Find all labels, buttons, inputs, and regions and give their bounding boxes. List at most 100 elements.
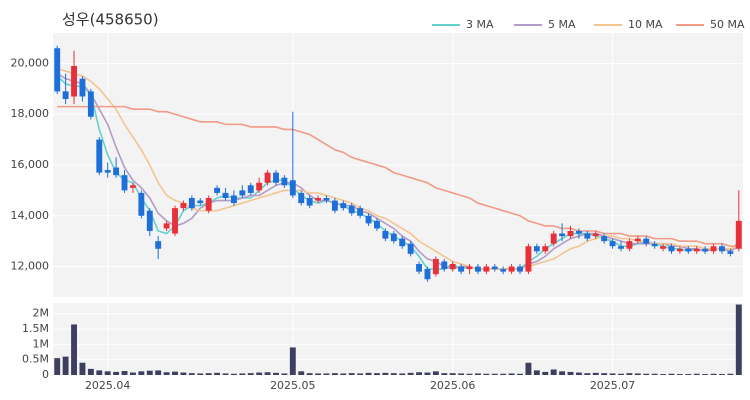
candle-body (449, 264, 456, 270)
candle-body (281, 177, 288, 186)
candle-body (702, 248, 709, 252)
candle-body (138, 192, 145, 216)
volume-bar (331, 373, 338, 375)
candle-body (79, 78, 86, 97)
volume-bar (390, 373, 397, 375)
volume-bar (113, 371, 120, 375)
volume-bar (340, 373, 347, 375)
volume-bar (441, 373, 448, 375)
volume-bar (542, 371, 549, 375)
volume-bar (500, 373, 507, 375)
candle-body (592, 233, 599, 237)
volume-bar (256, 372, 263, 375)
volume-bar (660, 374, 667, 375)
candle-body (264, 172, 271, 183)
volume-bar (197, 373, 204, 375)
volume-bar (719, 374, 725, 375)
candle-body (87, 91, 94, 117)
candle-body (222, 192, 229, 198)
x-tick-label: 2025.05 (270, 379, 316, 392)
candle-body (331, 200, 338, 211)
volume-bar (121, 371, 128, 375)
volume-bar (365, 372, 372, 375)
candle-body (424, 269, 431, 280)
candle-body (719, 246, 725, 252)
volume-bar (432, 371, 439, 375)
volume-bar (601, 373, 608, 375)
volume-bar (618, 373, 624, 375)
volume-bar (466, 373, 473, 375)
candle-body (230, 195, 237, 204)
volume-bar (230, 373, 237, 375)
candle-body (575, 231, 582, 234)
volume-bar (592, 372, 599, 375)
ma-line (56, 72, 740, 270)
candle-body (197, 200, 204, 204)
candle-body (685, 248, 692, 252)
y-tick-label: 14,000 (11, 209, 50, 222)
candle-body (239, 190, 246, 196)
candle-body (441, 261, 448, 270)
candle-body (374, 220, 380, 229)
volume-bar (710, 373, 717, 375)
candle-body (508, 266, 515, 272)
volume-bar (188, 373, 195, 375)
volume-bar (104, 371, 111, 375)
volume-bar (222, 373, 229, 375)
volume-bar (146, 370, 153, 375)
candle-body (323, 198, 330, 201)
candle-body (500, 269, 507, 272)
volume-bar (727, 373, 734, 375)
volume-bar (525, 362, 532, 375)
candle-body (146, 210, 153, 231)
legend-label: 5 MA (548, 18, 576, 31)
volume-bar (407, 372, 414, 375)
candle-body (550, 233, 557, 244)
volume-bar (357, 373, 364, 375)
candle-body (348, 205, 355, 214)
legend-label: 50 MA (710, 18, 745, 31)
candle-body (273, 172, 279, 183)
volume-bar (575, 372, 582, 375)
candle-body (601, 236, 608, 242)
candle-body (491, 266, 498, 270)
candle-body (483, 266, 490, 272)
volume-bar (54, 358, 61, 375)
candle-body (340, 203, 347, 209)
volume-bar (348, 373, 355, 375)
volume-bar (424, 372, 431, 375)
volume-bar (458, 373, 465, 375)
volume-bar (676, 374, 683, 375)
volume-bar (315, 373, 322, 375)
volume-bar (685, 374, 692, 375)
candle-body (584, 233, 591, 239)
candle-body (517, 266, 523, 272)
volume-bar (449, 373, 456, 375)
volume-bar (567, 371, 574, 375)
candle-body (315, 198, 322, 201)
candle-body (155, 241, 162, 249)
volume-bar (155, 370, 162, 375)
candle-body (247, 185, 254, 193)
candle-body (104, 170, 111, 173)
candle-body (735, 220, 742, 249)
y-tick-label: 1.5M (22, 322, 49, 335)
volume-bar (702, 374, 709, 375)
candle-body (416, 264, 422, 272)
candle-body (357, 208, 364, 216)
volume-bar (172, 371, 178, 375)
volume-bar (517, 373, 523, 375)
volume-bar (323, 373, 330, 375)
candle-body (542, 246, 549, 252)
candle-body (188, 198, 195, 209)
candle-body (163, 223, 170, 229)
x-tick-label: 2025.04 (85, 379, 131, 392)
volume-bar (96, 370, 103, 375)
candle-body (432, 258, 439, 275)
volume-bar (247, 373, 254, 375)
y-tick-label: 20,000 (11, 56, 50, 69)
y-tick-label: 16,000 (11, 158, 50, 171)
candle-body (205, 198, 212, 211)
candle-body (727, 251, 734, 254)
